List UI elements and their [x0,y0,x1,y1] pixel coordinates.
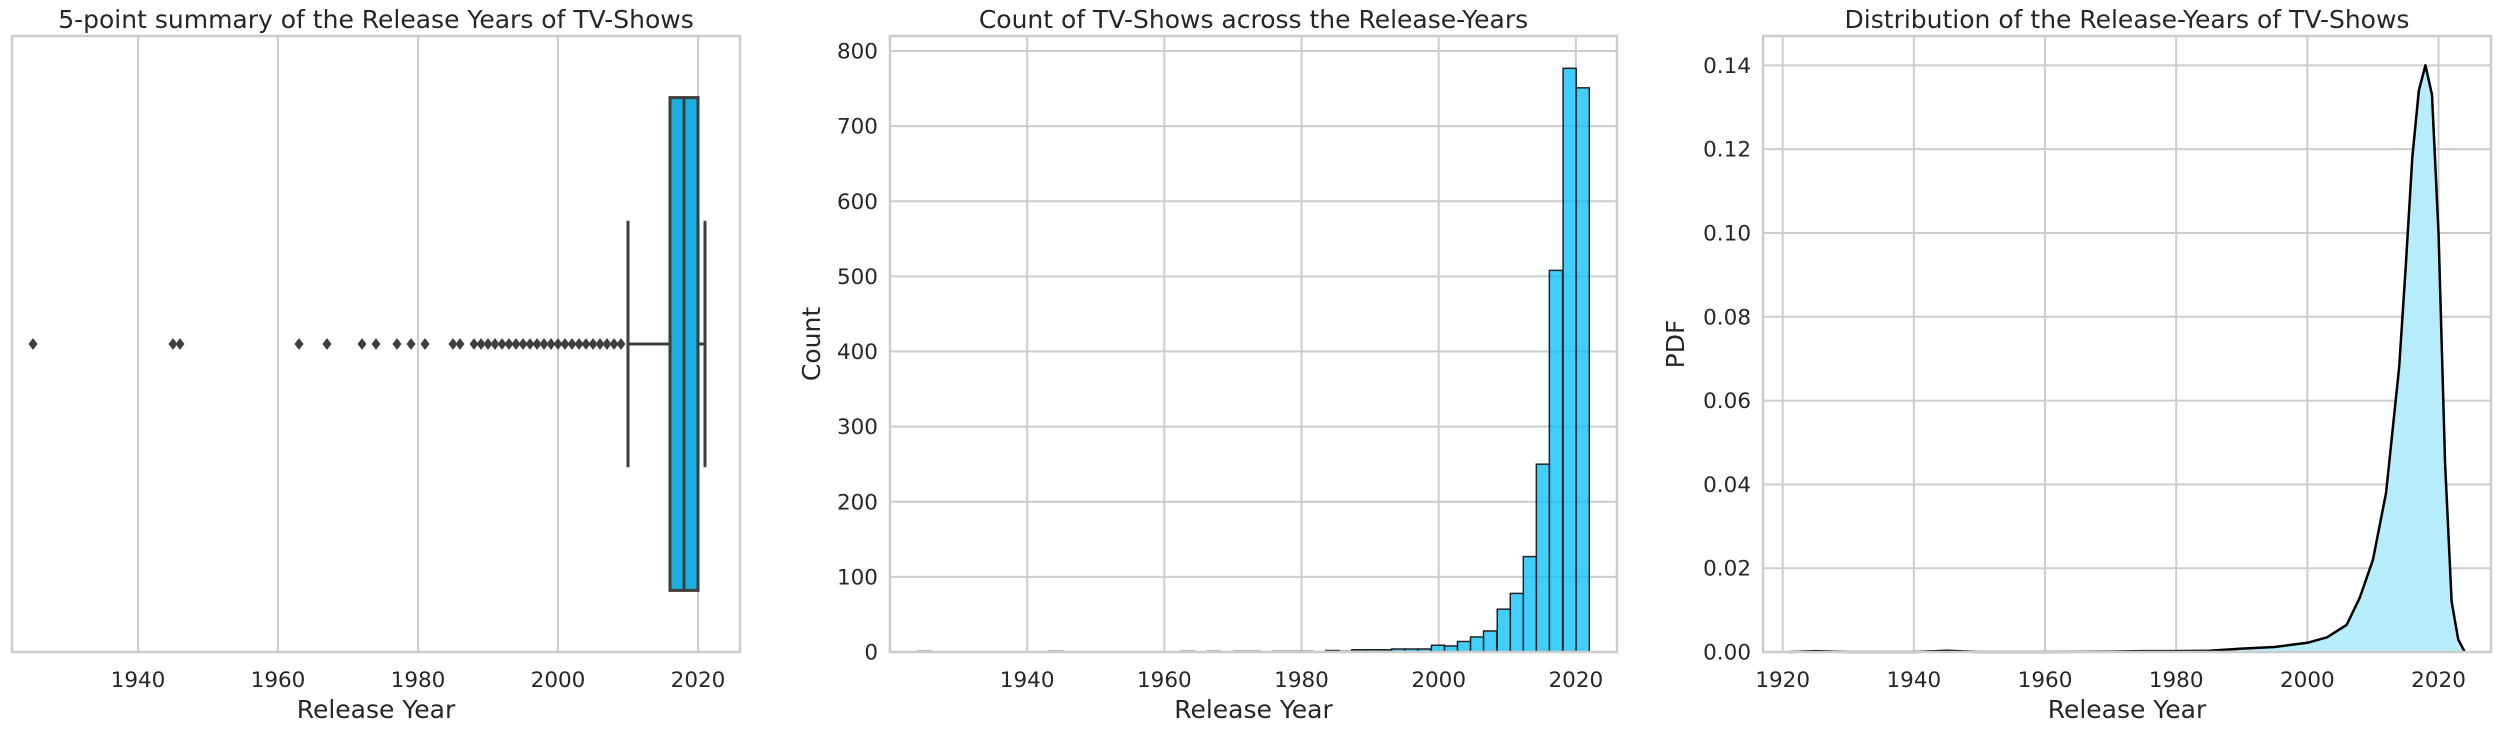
outlier-point [322,338,332,350]
outlier-point [511,338,521,350]
x-tick-label: 2000 [531,668,586,693]
histogram-bar [1522,555,1538,653]
outlier-point [588,338,598,350]
kde-panel: 1920 1940 1960 1980 2000 2020 0.00 0.02 0.04 0.06… [1661,5,2493,724]
x-tick-label: 2020 [671,668,726,693]
y-tick-label: 500 [837,265,878,290]
x-tick-label: 1980 [391,668,446,693]
plot-frame [1761,34,2493,654]
outlier-point [371,338,381,350]
x-tick-label: 2000 [1411,668,1466,693]
outlier-point [609,338,619,350]
x-axis-label: Release Year [297,695,456,724]
y-tick-label: 0 [864,641,878,666]
outlier-point [539,338,549,350]
outlier-point [616,338,626,350]
histogram-bar [1548,269,1564,653]
outlier-point [168,338,178,350]
outlier-point [546,338,556,350]
y-tick-label: 700 [837,115,878,140]
x-tick-label: 1980 [1274,668,1329,693]
y-tick-label: 200 [837,490,878,515]
outlier-point [567,338,577,350]
histogram-bar [1469,636,1485,653]
kde-line [1789,64,2466,654]
x-tick-label: 1980 [2149,668,2204,693]
y-axis-label: Count [797,307,826,381]
outlier-point [448,338,458,350]
chart-title: Count of TV-Shows across the Release-Yea… [979,5,1528,34]
plot-frame [10,34,742,654]
outlier-point [602,338,612,350]
y-tick-label: 100 [837,565,878,590]
x-tick-label: 1940 [111,668,166,693]
outlier-point [553,338,563,350]
outlier-point [392,338,402,350]
chart-title: Distribution of the Release-Years of TV-… [1845,5,2410,34]
y-tick-label: 0.12 [1703,138,1751,163]
outlier-point [490,338,500,350]
histogram-bar [1456,640,1472,653]
outlier-point [497,338,507,350]
y-tick-label: 0.02 [1703,557,1751,582]
outlier-point [532,338,542,350]
x-tick-label: 2020 [1548,668,1603,693]
y-tick-label: 800 [837,40,878,65]
outlier-point [581,338,591,350]
chart-title: 5-point summary of the Release Years of … [58,5,694,34]
outlier-point [420,338,430,350]
outlier-point [518,338,528,350]
histogram-bar [1482,630,1498,653]
x-axis-label: Release Year [1174,695,1333,724]
y-tick-label: 400 [837,340,878,365]
y-tick-label: 0.04 [1703,473,1751,498]
y-tick-label: 300 [837,415,878,440]
y-axis-label: PDF [1661,320,1690,369]
x-tick-label: 1960 [2018,668,2073,693]
x-tick-label: 2000 [2280,668,2335,693]
x-tick-label: 1960 [1137,668,1192,693]
outlier-point [504,338,514,350]
outlier-point [406,338,416,350]
kde-area [1789,65,2465,653]
y-tick-label: 600 [837,190,878,215]
y-tick-label: 0.06 [1703,389,1751,414]
x-tick-label: 2020 [2411,668,2466,693]
outlier-point [560,338,570,350]
outlier-point [595,338,605,350]
histogram-bar [1535,463,1551,653]
x-axis-label: Release Year [2048,695,2207,724]
histogram-panel: 1940 1960 1980 2000 2020 0 100 200 300 400 500 600 7… [797,5,1619,724]
outlier-point [525,338,535,350]
outlier-point [469,338,479,350]
histogram-bar [1562,67,1578,653]
outlier-point [476,338,486,350]
x-tick-label: 1940 [1886,668,1941,693]
y-tick-label: 0.08 [1703,305,1751,330]
outlier-point [357,338,367,350]
outlier-point [294,338,304,350]
outlier-point [455,338,465,350]
histogram-bar [1509,592,1525,653]
boxplot-panel: 1940 1960 1980 2000 2020 5-point summary of t… [10,5,742,724]
histogram-bar [1575,87,1591,653]
outlier-point [483,338,493,350]
outlier-point [28,338,38,350]
y-tick-label: 0.00 [1703,641,1751,666]
y-tick-label: 0.14 [1703,54,1751,79]
histogram-bar [1496,608,1512,653]
outlier-point [574,338,584,350]
x-tick-label: 1940 [1000,668,1055,693]
y-tick-label: 0.10 [1703,221,1751,246]
x-tick-label: 1920 [1755,668,1810,693]
x-tick-label: 1960 [251,668,306,693]
plot-frame [888,34,1619,654]
outlier-point [175,338,185,350]
